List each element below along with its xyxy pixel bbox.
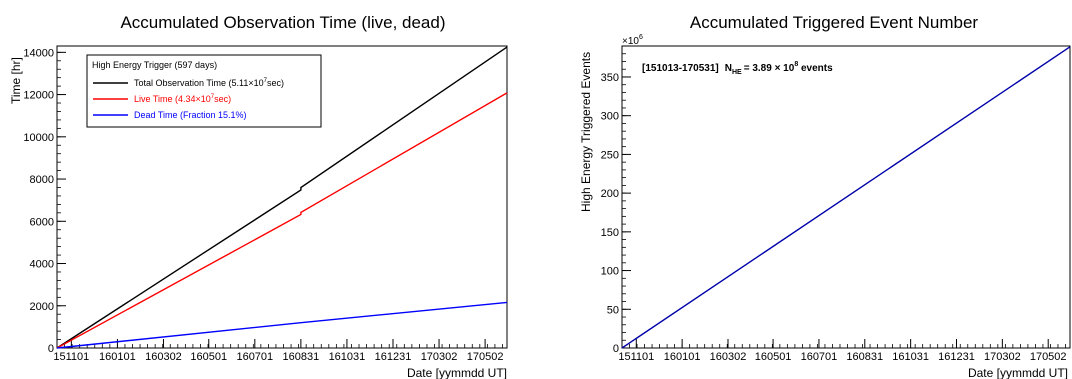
y-axis-multiplier: ×106: [622, 34, 643, 47]
legend-entry-dead: Dead Time (Fraction 15.1%): [134, 110, 247, 120]
y-tick-label: 10000: [23, 132, 54, 144]
y-axis-ticks: 0 2000 4000 6000 8000 10000 12000 14000: [23, 47, 66, 355]
y-tick-label: 2000: [30, 301, 54, 313]
x-tick-label: 160101: [664, 351, 701, 363]
series-line-0: [56, 46, 508, 349]
legend-entry-total: Total Observation Time (5.11×107sec): [134, 78, 284, 88]
series-lines: [621, 46, 1071, 349]
series-line-2: [56, 301, 508, 349]
x-axis-ticks: 151101 160101 160302 160501 160701 160831 1610…: [618, 339, 1067, 363]
x-axis-label: Date [yymmdd UT]: [968, 366, 1068, 379]
y-tick-label: 8000: [30, 174, 54, 186]
x-tick-label: 161031: [892, 351, 929, 363]
legend-entry-live: Live Time (4.34×107sec): [134, 94, 231, 104]
x-tick-label: 160701: [236, 351, 273, 363]
y-tick-label: 300: [601, 111, 619, 123]
y-axis-label: Time [hr]: [9, 57, 23, 104]
y-axis-ticks: 0 50 100 150 200 250 300 350: [601, 45, 631, 355]
chart-triggered-events: Accumulated Triggered Event Number 0 50 10…: [579, 13, 1071, 379]
x-tick-label: 160101: [99, 351, 136, 363]
chart-title: Accumulated Triggered Event Number: [690, 13, 979, 32]
x-tick-label: 160302: [145, 351, 182, 363]
y-tick-label: 200: [601, 188, 619, 200]
x-tick-label: 161031: [329, 351, 366, 363]
x-tick-label: 170302: [421, 351, 458, 363]
y-tick-label: 12000: [23, 90, 54, 102]
series-line-0: [621, 46, 1071, 349]
annotation-event-count: [151013-170531] NHE = 3.89 × 108 events: [642, 61, 833, 76]
y-tick-label: 350: [601, 72, 619, 84]
x-tick-label: 161231: [938, 351, 975, 363]
x-tick-label: 170302: [984, 351, 1021, 363]
y-tick-label: 250: [601, 149, 619, 161]
plot-frame: [56, 45, 508, 349]
legend-header: High Energy Trigger (597 days): [92, 60, 217, 70]
legend: High Energy Trigger (597 days) Total Obs…: [86, 54, 322, 128]
x-tick-label: 160302: [710, 351, 747, 363]
y-tick-label: 100: [601, 266, 619, 278]
y-axis-label: High Energy Triggered Events: [579, 52, 593, 212]
series-lines: [56, 46, 508, 349]
y-tick-label: 4000: [30, 259, 54, 271]
plot-frame: [621, 45, 1071, 349]
x-axis-label: Date [yymmdd UT]: [407, 366, 507, 379]
x-tick-label: 151101: [618, 351, 654, 363]
x-tick-label: 161231: [375, 351, 412, 363]
y-tick-label: 0: [613, 343, 619, 355]
y-tick-label: 6000: [30, 216, 54, 228]
x-tick-label: 160701: [801, 351, 838, 363]
x-axis-ticks: 151101 160101 160302 160501 160701 160831 1610…: [53, 339, 503, 363]
x-tick-label: 170502: [467, 351, 504, 363]
x-tick-label: 160831: [283, 351, 320, 363]
y-tick-label: 150: [601, 227, 619, 239]
chart-title: Accumulated Observation Time (live, dead…: [120, 13, 445, 32]
x-tick-label: 151101: [53, 351, 89, 363]
y-tick-label: 50: [607, 304, 619, 316]
chart-observation-time: Accumulated Observation Time (live, dead…: [9, 13, 508, 379]
x-tick-label: 160501: [755, 351, 792, 363]
x-tick-label: 170502: [1030, 351, 1067, 363]
x-tick-label: 160501: [190, 351, 227, 363]
y-tick-label: 14000: [23, 47, 54, 59]
x-tick-label: 160831: [846, 351, 883, 363]
series-line-1: [56, 92, 508, 349]
y-tick-label: 0: [48, 343, 54, 355]
